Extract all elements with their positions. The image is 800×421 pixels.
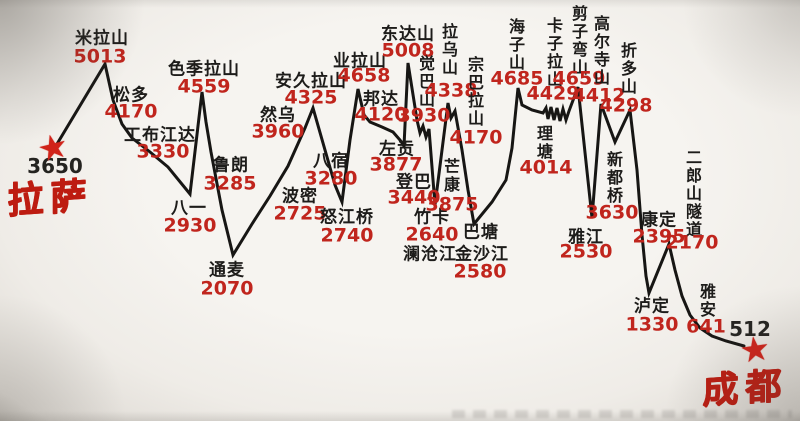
station-label-33: 折多山 bbox=[618, 42, 637, 96]
elevation-label-6: 3285 bbox=[203, 172, 257, 195]
elevation-label-38: 512 bbox=[729, 317, 771, 341]
elevation-label-37: 641 bbox=[686, 315, 726, 338]
station-label-38: 成都 bbox=[702, 363, 788, 413]
elevation-label-25: 2580 bbox=[453, 260, 507, 283]
station-label-11: 八宿 bbox=[313, 151, 349, 172]
station-label-9: 然乌 bbox=[260, 105, 296, 126]
elevation-label-33: 4298 bbox=[599, 94, 653, 117]
elevation-label-28: 4429 bbox=[526, 82, 580, 105]
station-label-23: 宗巴拉山 bbox=[465, 56, 484, 128]
elevation-label-2: 4170 bbox=[104, 100, 158, 123]
station-label-1: 米拉山 bbox=[75, 28, 129, 49]
elevation-label-36: 2170 bbox=[665, 231, 719, 254]
elevation-label-35: 1330 bbox=[625, 313, 679, 336]
elevation-label-9: 3960 bbox=[251, 120, 305, 143]
station-label-31: 高尔寺山 bbox=[591, 15, 610, 87]
elevation-label-34: 2395 bbox=[632, 225, 686, 248]
station-label-26: 海子山 bbox=[506, 18, 525, 72]
station-label-6: 鲁朗 bbox=[213, 155, 249, 176]
elevation-label-18: 3930 bbox=[397, 104, 451, 127]
elevation-label-17: 3440 bbox=[387, 186, 441, 209]
chengdu-star-icon: ★ bbox=[737, 328, 773, 372]
station-label-8: 波密 bbox=[282, 186, 318, 207]
elevation-label-1: 5013 bbox=[73, 45, 127, 68]
station-label-4: 八一 bbox=[171, 198, 207, 219]
elevation-label-13: 4658 bbox=[337, 64, 391, 87]
station-label-0: 拉萨 bbox=[7, 173, 93, 223]
elevation-label-32: 3630 bbox=[585, 201, 639, 224]
station-label-18: 觉巴山 bbox=[416, 55, 435, 109]
station-label-25: 金沙江 bbox=[455, 244, 509, 265]
elevation-profile-line bbox=[55, 60, 746, 348]
elevation-label-8: 2725 bbox=[273, 202, 327, 225]
station-label-12: 怒江桥 bbox=[320, 207, 374, 228]
station-label-5: 色季拉山 bbox=[168, 59, 240, 80]
elevation-label-19: 2640 bbox=[405, 223, 459, 246]
station-label-15: 左贡 bbox=[379, 139, 415, 160]
station-label-30: 雅江 bbox=[568, 227, 604, 248]
elevation-label-26: 4685 bbox=[490, 67, 544, 90]
elevation-label-22: 3875 bbox=[425, 193, 479, 216]
elevation-label-27: 4014 bbox=[519, 156, 573, 179]
station-label-7: 通麦 bbox=[209, 260, 245, 281]
station-label-19: 竹卡 bbox=[414, 207, 450, 228]
elevation-label-0: 3650 bbox=[27, 154, 83, 178]
station-label-13: 业拉山 bbox=[333, 51, 387, 72]
station-label-36: 二郎山隧道 bbox=[683, 149, 702, 239]
elevation-label-11: 3280 bbox=[304, 167, 358, 190]
elevation-label-14: 4120 bbox=[354, 103, 408, 126]
station-label-17: 登巴 bbox=[396, 172, 432, 193]
station-label-28: 卡子拉山 bbox=[544, 17, 563, 89]
station-label-29: 剪子弯山 bbox=[569, 5, 588, 77]
station-label-34: 康定 bbox=[641, 210, 677, 231]
station-label-32: 新都桥 bbox=[604, 151, 623, 205]
elevation-label-30: 2530 bbox=[559, 240, 613, 263]
elevation-label-21: 4338 bbox=[424, 79, 478, 102]
station-label-3: 工布江达 bbox=[124, 125, 196, 146]
station-label-35: 泸定 bbox=[634, 296, 670, 317]
elevation-label-23: 4170 bbox=[449, 126, 503, 149]
elevation-label-12: 2740 bbox=[320, 224, 374, 247]
watermark-smudge bbox=[452, 410, 792, 418]
station-label-14: 邦达 bbox=[363, 89, 399, 110]
station-label-10: 安久拉山 bbox=[275, 71, 347, 92]
station-label-22: 芒康 bbox=[441, 158, 460, 194]
station-label-24: 巴塘 bbox=[463, 222, 499, 243]
elevation-label-15: 3877 bbox=[369, 153, 423, 176]
elevation-label-31: 4412 bbox=[572, 84, 626, 107]
elevation-label-16: 5008 bbox=[381, 39, 435, 62]
elevation-label-5: 4559 bbox=[177, 75, 231, 98]
elevation-label-29: 4659 bbox=[552, 67, 606, 90]
elevation-label-10: 4325 bbox=[284, 86, 338, 109]
station-label-16: 东达山 bbox=[381, 24, 435, 45]
station-label-20: 澜沧江 bbox=[403, 244, 457, 265]
elevation-label-4: 2930 bbox=[163, 214, 217, 237]
station-label-2: 松多 bbox=[113, 85, 149, 106]
elevation-label-3: 3330 bbox=[136, 140, 190, 163]
station-label-21: 拉乌山 bbox=[439, 23, 458, 77]
elevation-label-7: 2070 bbox=[200, 277, 254, 300]
station-label-37: 雅安 bbox=[697, 283, 716, 319]
station-label-27: 理塘 bbox=[534, 125, 553, 161]
